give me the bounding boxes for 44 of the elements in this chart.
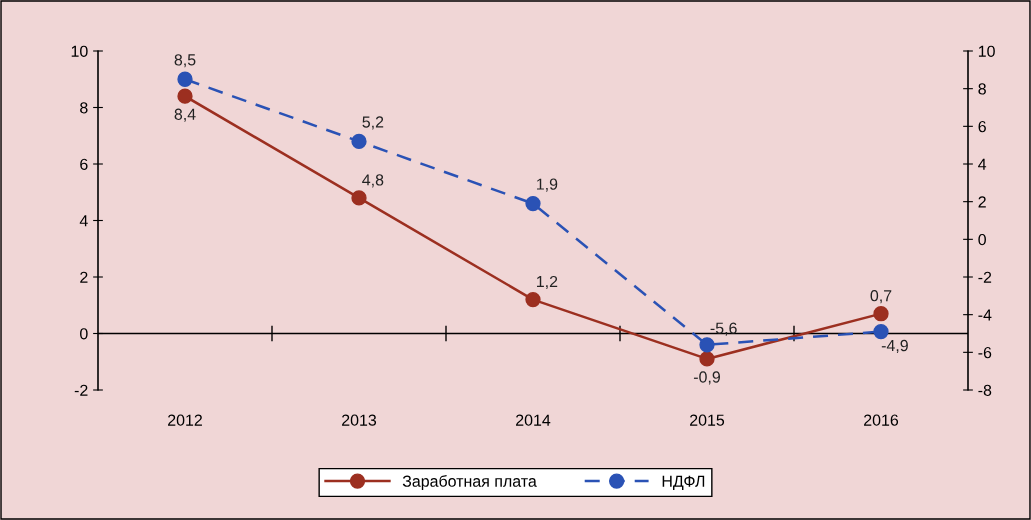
y-tick-label: 10 (71, 45, 88, 57)
x-tick-label: 2014 (516, 414, 551, 426)
y-tick-label: -2 (74, 384, 88, 396)
x-tick-label: 2012 (168, 414, 202, 426)
x-tick-label: 2016 (864, 414, 899, 426)
y2-tick-label: -6 (978, 346, 992, 359)
point (699, 351, 715, 367)
y2-tick-label: 8 (978, 83, 986, 95)
y2-tick-label: 6 (978, 120, 986, 133)
point (525, 195, 541, 212)
y2-tick-label: -8 (978, 384, 992, 396)
y2-tick-label: -2 (978, 271, 992, 283)
x-tick-label: 2013 (342, 414, 377, 426)
point (177, 71, 193, 87)
y2-tick-label: -4 (978, 309, 992, 321)
data-label: 1,9 (537, 178, 558, 192)
y-tick-label: 4 (79, 215, 88, 227)
point (699, 337, 715, 353)
y-tick-label: 0 (80, 328, 88, 340)
x-tick-label: 2015 (690, 414, 725, 426)
y2-tick-label: 10 (978, 45, 995, 57)
point (177, 88, 193, 104)
y2-tick-label: 2 (978, 196, 986, 208)
data-label: 1,2 (537, 275, 558, 290)
legend-label: НДФЛ (662, 475, 705, 490)
point (873, 323, 889, 340)
y-tick-label: 2 (80, 271, 88, 283)
point (351, 133, 367, 150)
point (351, 190, 367, 206)
y-tick-label: 8 (80, 102, 88, 114)
data-label: 5,2 (362, 116, 384, 130)
data-label: -5,6 (710, 322, 737, 336)
data-label: -0,9 (693, 371, 721, 385)
y2-tick-label: 4 (978, 158, 987, 170)
data-label: 8,5 (174, 54, 196, 68)
data-label: 0,7 (870, 290, 892, 304)
y-tick-label: 6 (80, 158, 88, 170)
legend-label: Заработная плата (402, 475, 537, 491)
data-label: 8,4 (174, 108, 196, 122)
data-label: 4,8 (362, 174, 384, 188)
point (873, 306, 889, 322)
data-label: -4,9 (881, 339, 908, 354)
y2-tick-label: 0 (978, 233, 986, 246)
point (525, 291, 541, 308)
